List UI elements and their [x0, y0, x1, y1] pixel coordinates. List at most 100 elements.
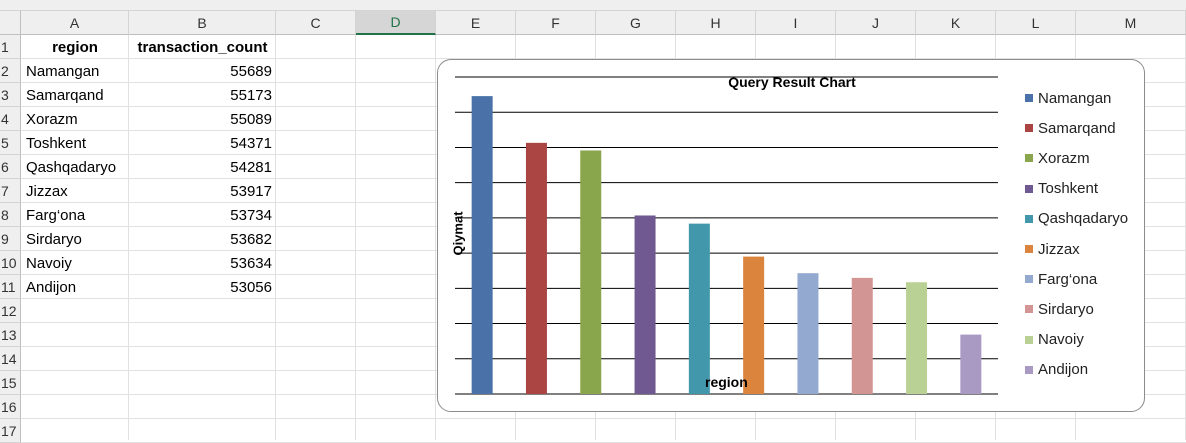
- cell-region[interactable]: Farg‘ona: [26, 206, 86, 224]
- bar-namangan[interactable]: [471, 96, 493, 395]
- cell-region[interactable]: Navoiy: [26, 254, 72, 272]
- column-header-h[interactable]: H: [676, 11, 756, 35]
- column-header-m[interactable]: M: [1076, 11, 1186, 35]
- cell-transaction-count[interactable]: 53917: [230, 182, 272, 200]
- row-header-7[interactable]: 7: [0, 179, 21, 203]
- cell-region[interactable]: Qashqadaryo: [26, 158, 117, 176]
- column-header-a[interactable]: A: [21, 11, 129, 35]
- row-header-13[interactable]: 13: [0, 323, 21, 347]
- cell-transaction-count[interactable]: 54281: [230, 158, 272, 176]
- row-header-12[interactable]: 12: [0, 299, 21, 323]
- column-header-l[interactable]: L: [996, 11, 1076, 35]
- cell-transaction-count[interactable]: 53682: [230, 230, 272, 248]
- legend-item[interactable]: Toshkent: [1025, 179, 1098, 199]
- cell-header-region[interactable]: region: [52, 38, 98, 56]
- column-gridline: [435, 35, 436, 440]
- row-header-15[interactable]: 15: [0, 371, 21, 395]
- row-header-17[interactable]: 17: [0, 419, 21, 443]
- bar-xorazm[interactable]: [580, 150, 602, 394]
- bar-toshkent[interactable]: [634, 215, 656, 394]
- cell-transaction-count[interactable]: 55089: [230, 110, 272, 128]
- column-header-k[interactable]: K: [916, 11, 996, 35]
- row-header-16[interactable]: 16: [0, 395, 21, 419]
- legend-item[interactable]: Andijon: [1025, 360, 1088, 380]
- legend-item[interactable]: Samarqand: [1025, 118, 1116, 138]
- column-gridline: [128, 35, 129, 440]
- legend-swatch: [1025, 184, 1033, 193]
- column-header-g[interactable]: G: [596, 11, 676, 35]
- legend-label: Andijon: [1038, 361, 1089, 379]
- column-header-i[interactable]: I: [756, 11, 836, 35]
- legend-label: Navoiy: [1038, 331, 1084, 349]
- cell-transaction-count[interactable]: 55173: [230, 86, 272, 104]
- column-header-f[interactable]: F: [516, 11, 596, 35]
- row-gridline: [21, 58, 1186, 59]
- column-header-d[interactable]: D: [356, 11, 436, 35]
- legend-swatch: [1025, 335, 1033, 344]
- legend-label: Sirdaryo: [1038, 300, 1094, 318]
- legend-item[interactable]: Xorazm: [1025, 148, 1090, 168]
- legend-label: Jizzax: [1038, 240, 1080, 258]
- column-gridline: [275, 35, 276, 440]
- column-header-e[interactable]: E: [436, 11, 516, 35]
- legend-label: Xorazm: [1038, 149, 1090, 167]
- legend-swatch: [1025, 214, 1033, 223]
- toolbar-strip: [0, 0, 1186, 11]
- legend-label: Samarqand: [1038, 119, 1116, 137]
- cell-region[interactable]: Toshkent: [26, 134, 87, 152]
- cell-transaction-count[interactable]: 53056: [230, 278, 272, 296]
- legend-item[interactable]: Farg‘ona: [1025, 269, 1097, 289]
- cell-region[interactable]: Xorazm: [26, 110, 78, 128]
- y-axis-label: Qiymat: [450, 211, 466, 256]
- bar-navoiy[interactable]: [906, 282, 928, 394]
- column-header-b[interactable]: B: [129, 11, 276, 35]
- row-header-4[interactable]: 4: [0, 107, 21, 131]
- row-header-6[interactable]: 6: [0, 155, 21, 179]
- bar-fargona[interactable]: [797, 273, 819, 394]
- legend-item[interactable]: Sirdaryo: [1025, 299, 1094, 319]
- legend-label: Qashqadaryo: [1038, 210, 1129, 228]
- cell-region[interactable]: Samarqand: [26, 86, 104, 104]
- chart-title: Query Result Chart: [728, 74, 856, 90]
- select-all-corner[interactable]: [0, 11, 21, 35]
- query-result-chart[interactable]: Query Result Chart region Qiymat Namanga…: [437, 59, 1145, 412]
- bar-samarqand[interactable]: [525, 142, 547, 394]
- column-header-j[interactable]: J: [836, 11, 916, 35]
- row-gridline: [21, 418, 1186, 419]
- legend-item[interactable]: Namangan: [1025, 88, 1111, 108]
- row-header-10[interactable]: 10: [0, 251, 21, 275]
- column-gridline: [355, 35, 356, 440]
- legend-swatch: [1025, 245, 1033, 253]
- row-header-3[interactable]: 3: [0, 83, 21, 107]
- column-header-c[interactable]: C: [276, 11, 356, 35]
- row-header-9[interactable]: 9: [0, 227, 21, 251]
- cell-region[interactable]: Andijon: [26, 278, 77, 296]
- row-header-5[interactable]: 5: [0, 131, 21, 155]
- row-header-11[interactable]: 11: [0, 275, 21, 299]
- legend-item[interactable]: Jizzax: [1025, 239, 1080, 259]
- legend-item[interactable]: Navoiy: [1025, 330, 1084, 350]
- cell-transaction-count[interactable]: 55689: [230, 62, 272, 80]
- x-axis-label: region: [705, 374, 748, 390]
- row-header-8[interactable]: 8: [0, 203, 21, 227]
- row-header-1[interactable]: 1: [0, 35, 21, 59]
- legend-swatch: [1025, 305, 1033, 314]
- cell-header-transaction-count[interactable]: transaction_count: [137, 38, 268, 56]
- bar-andijon[interactable]: [960, 334, 982, 394]
- cell-region[interactable]: Sirdaryo: [26, 230, 82, 248]
- legend-swatch: [1025, 154, 1033, 163]
- bar-jizzax[interactable]: [743, 256, 765, 394]
- cell-transaction-count[interactable]: 53634: [230, 254, 272, 272]
- row-header-14[interactable]: 14: [0, 347, 21, 371]
- cell-transaction-count[interactable]: 53734: [230, 206, 272, 224]
- bar-qashqadaryo[interactable]: [688, 223, 710, 394]
- cell-region[interactable]: Namangan: [26, 62, 100, 80]
- bar-sirdaryo[interactable]: [851, 277, 873, 394]
- legend-swatch: [1025, 94, 1033, 102]
- legend-label: Namangan: [1038, 89, 1112, 107]
- cell-transaction-count[interactable]: 54371: [230, 134, 272, 152]
- cell-region[interactable]: Jizzax: [26, 182, 68, 200]
- legend-item[interactable]: Qashqadaryo: [1025, 209, 1128, 229]
- row-header-2[interactable]: 2: [0, 59, 21, 83]
